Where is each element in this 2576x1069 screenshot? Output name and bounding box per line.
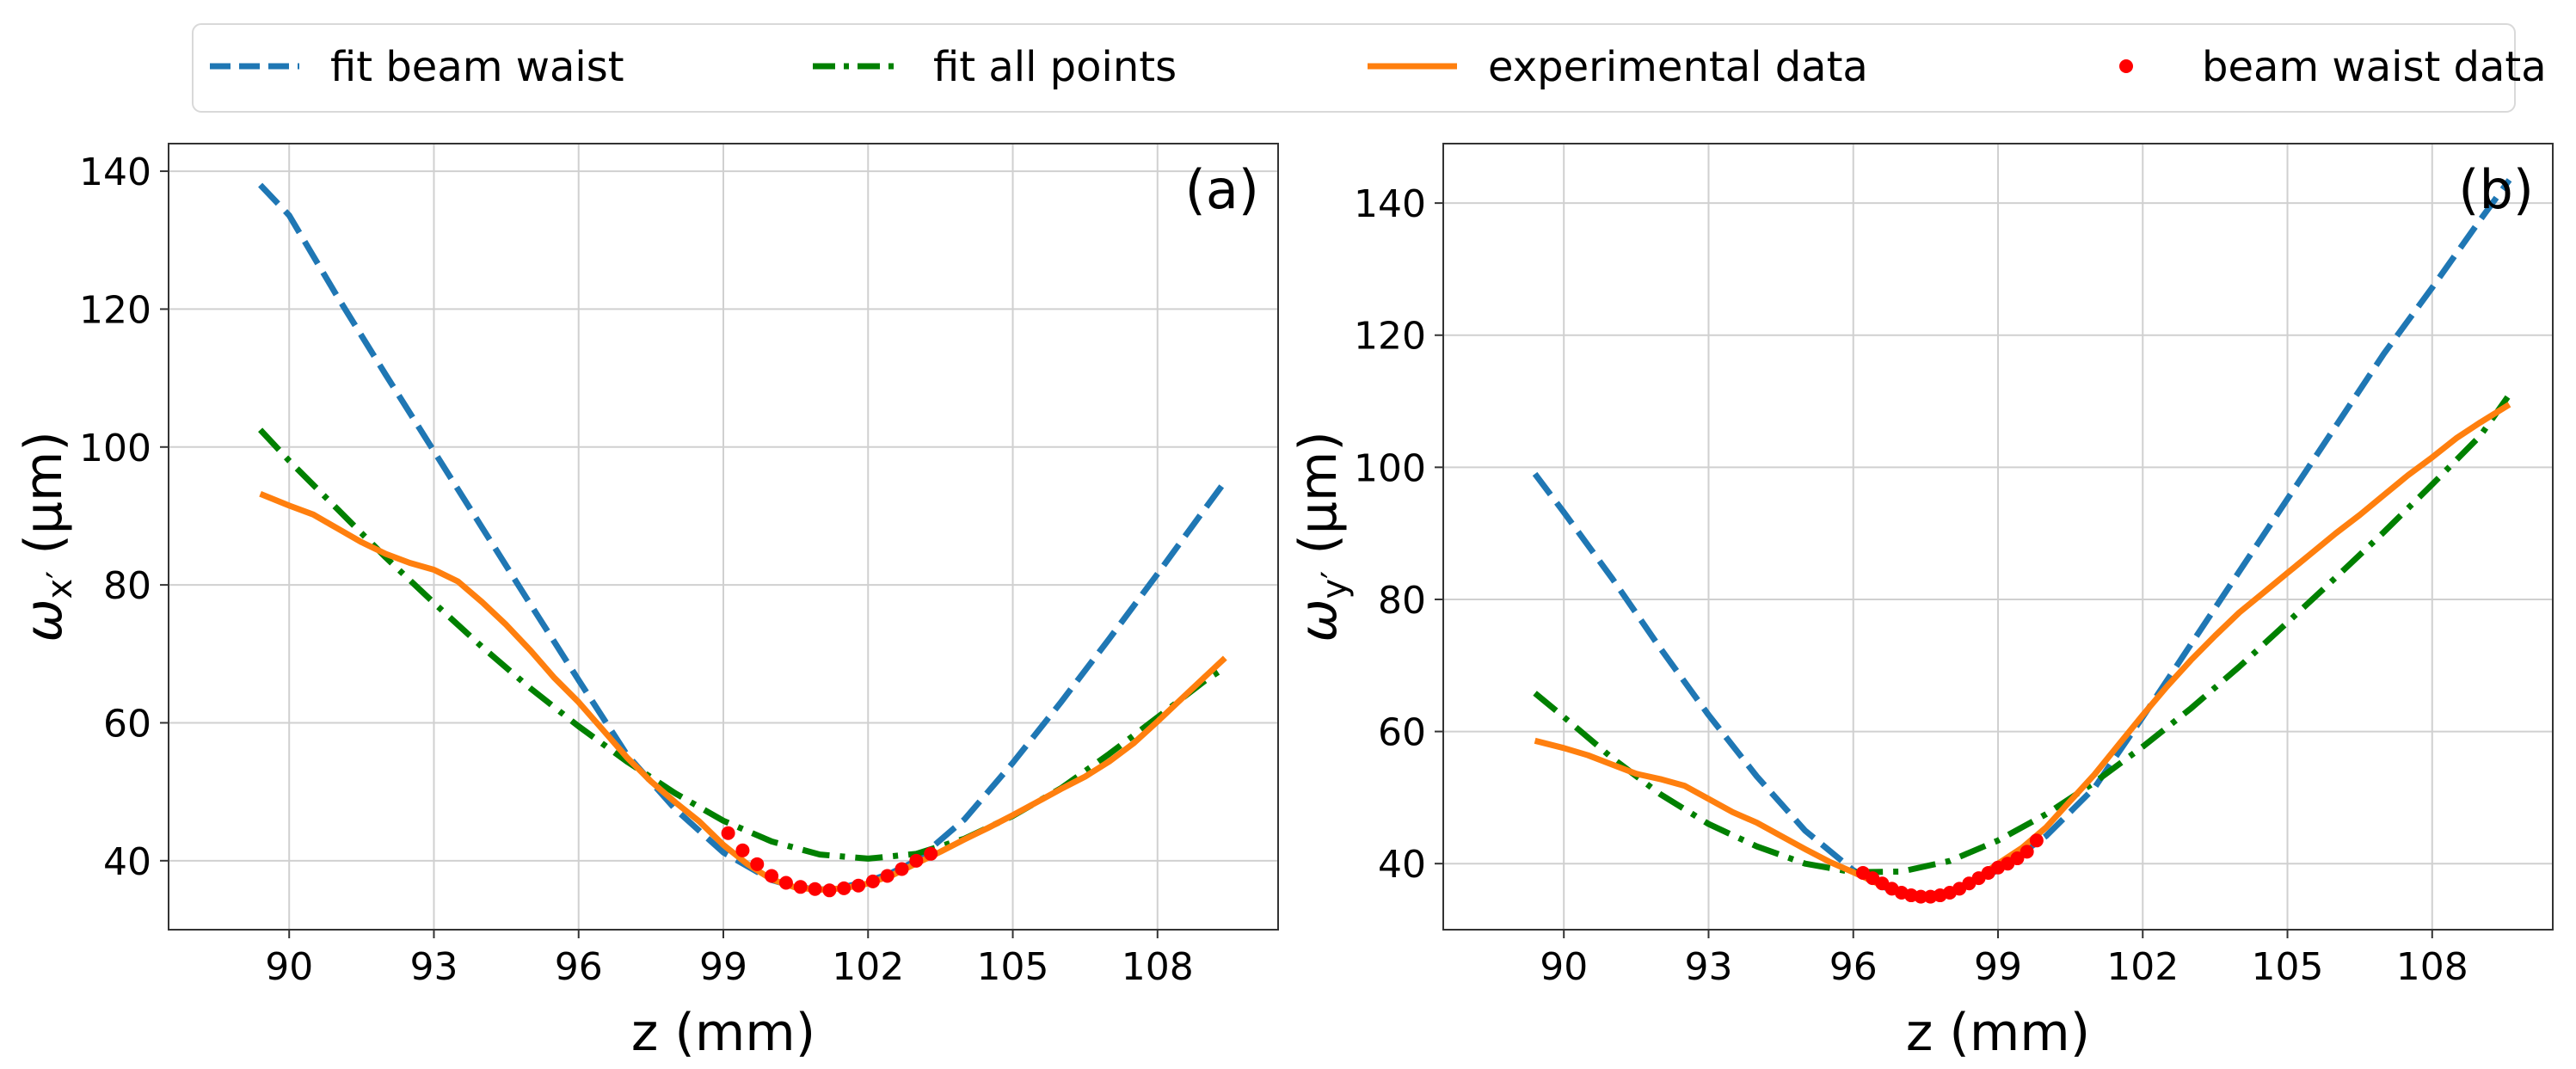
panel-label: (a) <box>1185 158 1259 221</box>
beam-waist-point <box>2020 845 2034 859</box>
beam-waist-point <box>750 857 765 871</box>
beam-waist-point <box>837 881 851 895</box>
x-tick-label: 90 <box>265 945 313 989</box>
y-tick-label: 40 <box>1378 843 1426 887</box>
x-tick-label: 93 <box>409 945 458 989</box>
x-tick-label: 99 <box>699 945 747 989</box>
beam-waist-point <box>865 874 880 888</box>
panel-a: 90 93 96 99 102 105 108 40 60 80 100 120 140 z (mm) ωx… <box>14 143 1279 1063</box>
beam-waist-point <box>793 880 808 894</box>
beam-waist-point <box>808 882 822 896</box>
y-tick-label: 60 <box>1378 711 1426 755</box>
y-tick-label: 80 <box>1378 579 1426 623</box>
legend-label: fit all points <box>933 43 1177 91</box>
x-tick-label: 108 <box>1122 945 1194 989</box>
legend-item: fit beam waist <box>210 43 624 91</box>
x-tick-label: 93 <box>1684 945 1732 989</box>
x-tick-label: 102 <box>2106 945 2179 989</box>
x-tick-label: 102 <box>832 945 904 989</box>
panel-label: (b) <box>2458 158 2534 221</box>
legend-label: fit beam waist <box>330 43 624 91</box>
x-tick-label: 99 <box>1974 945 2022 989</box>
series-line-experimental-data <box>259 491 1227 893</box>
x-tick-label: 105 <box>2252 945 2324 989</box>
legend-label: beam waist data <box>2202 43 2547 91</box>
legend-item: fit all points <box>813 43 1177 91</box>
legend-item: beam waist data <box>2119 43 2547 91</box>
series-line-fit-beam-waist <box>1532 178 2512 899</box>
x-tick-label: 108 <box>2396 945 2468 989</box>
x-tick-label: 96 <box>1829 945 1878 989</box>
series-line-experimental-data <box>1534 402 2511 900</box>
beam-waist-point <box>880 869 895 883</box>
beam-waist-point <box>735 843 750 857</box>
beam-waist-point <box>2010 851 2025 866</box>
y-tick-label: 100 <box>1354 446 1426 490</box>
y-axis-title: ωy′ (μm) <box>1288 431 1355 642</box>
y-tick-label: 80 <box>103 564 151 608</box>
beam-waist-point <box>765 869 779 883</box>
beam-waist-point <box>895 862 909 876</box>
beam-waist-point <box>822 883 837 898</box>
series-group <box>1532 178 2512 904</box>
series-line-fit-all-points <box>258 427 1227 862</box>
beam-waist-point <box>909 853 924 868</box>
series-group <box>258 182 1228 898</box>
grid <box>169 144 1278 930</box>
x-tick-label: 90 <box>1540 945 1588 989</box>
y-tick-label: 100 <box>79 427 151 470</box>
y-tick-label: 140 <box>79 151 151 194</box>
legend-item: experimental data <box>1368 43 1868 91</box>
y-tick-label: 120 <box>1354 315 1426 359</box>
legend-box <box>192 23 2516 113</box>
x-tick-label: 105 <box>977 945 1049 989</box>
beam-waist-point <box>924 846 938 861</box>
x-axis-title: z (mm) <box>631 1003 815 1063</box>
y-tick-label: 140 <box>1354 182 1426 226</box>
beam-waist-point <box>1914 889 1928 904</box>
legend-marker <box>2119 59 2133 73</box>
series-line-fit-all-points <box>1533 392 2512 875</box>
y-tick-label: 60 <box>103 702 151 746</box>
legend-label: experimental data <box>1488 43 1868 91</box>
beam-waist-point <box>2029 833 2044 848</box>
grid <box>1443 144 2553 930</box>
y-tick-label: 120 <box>79 288 151 332</box>
beam-waist-point <box>778 875 793 890</box>
panel-b: 90 93 96 99 102 105 108 40 60 80 100 120 140 z (mm) ωy… <box>1288 143 2554 1063</box>
legend: fit beam waist fit all points experimental… <box>192 23 2547 113</box>
beam-waist-point <box>851 878 866 893</box>
x-tick-label: 96 <box>555 945 603 989</box>
beam-waist-point <box>721 826 735 840</box>
y-tick-label: 40 <box>103 840 151 884</box>
y-axis-title: ωx′ (μm) <box>14 431 80 642</box>
x-axis-title: z (mm) <box>1906 1003 2090 1063</box>
series-line-fit-beam-waist <box>258 182 1228 893</box>
